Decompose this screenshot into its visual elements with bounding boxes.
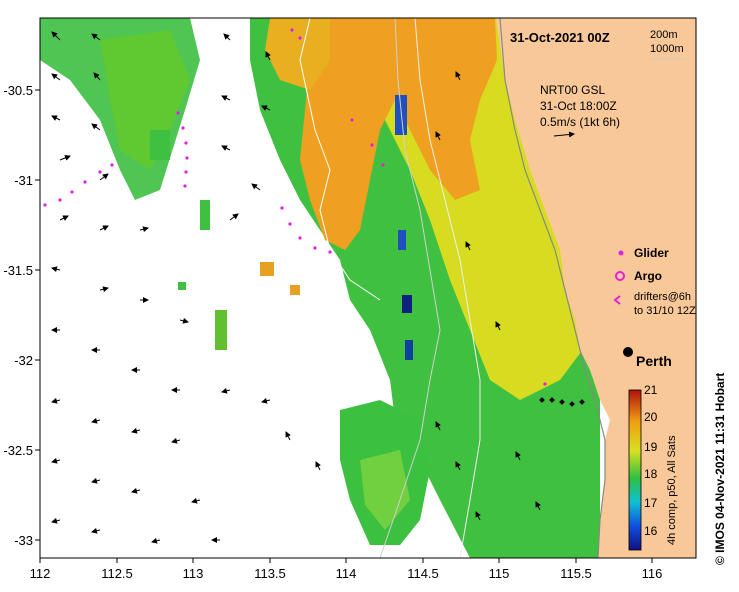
x-tick: 112	[30, 566, 51, 581]
glider-tracks	[43, 28, 547, 386]
x-tick: 115.5	[560, 566, 592, 581]
glider-legend-icon	[618, 250, 624, 256]
place-perth: Perth	[636, 353, 672, 369]
y-tick: -33	[14, 533, 33, 548]
sst-field	[40, 18, 696, 558]
colorbar-tick: 18	[644, 467, 658, 481]
perth-marker	[623, 347, 633, 357]
map-title: 31-Oct-2021 00Z	[510, 30, 610, 45]
x-tick: 114	[336, 566, 357, 581]
legend-glider: Glider	[634, 246, 669, 260]
colorbar-tick: 21	[644, 383, 658, 397]
y-tick: -32.5	[3, 443, 33, 458]
y-tick: -31.5	[3, 263, 33, 278]
x-tick: 114.5	[407, 566, 439, 581]
x-tick: 112.5	[101, 566, 133, 581]
colorbar-tick: 19	[644, 440, 658, 454]
colorbar-caption: 4h comp, p50, All Sats	[666, 435, 678, 545]
x-tick: 116	[642, 566, 663, 581]
current-scale-arrow	[553, 131, 575, 138]
y-tick: -31	[14, 173, 33, 188]
legend-drifters-line2: to 31/10 12Z	[634, 305, 696, 317]
current-label-line2: 31-Oct 18:00Z	[540, 99, 617, 113]
depth-legend-200m: 200m	[650, 29, 678, 41]
land-mass	[496, 18, 696, 558]
y-tick: -32	[14, 353, 33, 368]
depth-contour-200m	[414, 18, 481, 558]
depth-contour-1000m	[379, 18, 441, 558]
colorbar	[628, 389, 642, 551]
mooring-array	[539, 397, 585, 407]
argo-legend-icon	[615, 271, 625, 281]
legend-drifters-line1: drifters@6h	[634, 291, 691, 303]
colorbar-tick: 16	[644, 524, 658, 538]
current-label-line1: NRT00 GSL	[540, 83, 605, 97]
x-tick: 113	[183, 566, 204, 581]
legend-argo: Argo	[634, 269, 662, 283]
x-tick: 115	[489, 566, 510, 581]
y-axis: -30.5 -31 -31.5 -32 -32.5 -33	[3, 83, 40, 548]
coastline	[499, 18, 606, 558]
colorbar-tick: 20	[644, 410, 658, 424]
x-axis: 112 112.5 113 113.5 114 114.5 115 115.5 …	[30, 558, 663, 581]
colorbar-tick: 17	[644, 496, 658, 510]
current-vectors	[51, 31, 541, 544]
x-tick: 113.5	[254, 566, 286, 581]
depth-legend-1000m: 1000m	[650, 43, 684, 55]
drifter-legend-icon	[613, 295, 621, 305]
credit-label: © IMOS 04-Nov-2021 11:31 Hobart	[713, 373, 727, 565]
colorbar-ticks: 21 20 19 18 17 16	[644, 383, 658, 538]
current-label-line3: 0.5m/s (1kt 6h)	[540, 115, 620, 129]
y-tick: -30.5	[3, 83, 33, 98]
plot-frame	[39, 17, 697, 559]
